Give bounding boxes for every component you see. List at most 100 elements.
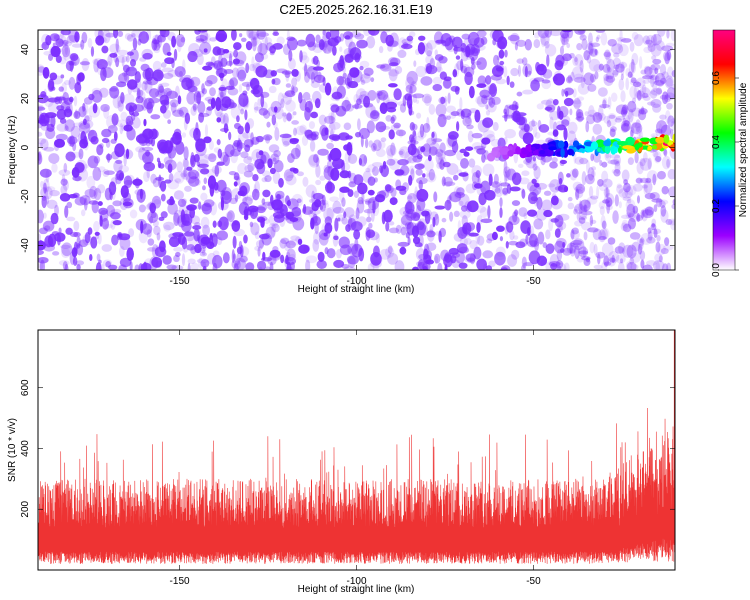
noise-blob	[79, 61, 91, 66]
noise-blob	[214, 164, 220, 177]
noise-blob	[280, 254, 285, 264]
noise-blob	[272, 170, 281, 185]
noise-blob	[324, 247, 329, 255]
noise-blob	[545, 104, 556, 113]
noise-blob	[135, 146, 145, 153]
noise-blob	[209, 233, 213, 247]
noise-blob	[43, 51, 52, 56]
noise-blob	[654, 253, 663, 263]
noise-blob	[284, 90, 296, 98]
noise-blob	[389, 197, 398, 206]
noise-blob	[390, 116, 395, 124]
noise-blob	[105, 32, 115, 38]
noise-blob	[132, 104, 144, 113]
noise-blob	[216, 230, 229, 241]
noise-blob	[620, 109, 627, 116]
noise-blob	[330, 110, 335, 124]
signal-blob	[541, 143, 549, 150]
noise-blob	[434, 231, 442, 236]
noise-blob	[240, 151, 249, 159]
noise-blob	[144, 138, 151, 144]
noise-blob	[516, 58, 524, 64]
noise-blob	[242, 98, 250, 110]
noise-blob	[348, 41, 357, 56]
noise-blob	[61, 248, 71, 259]
noise-blob	[491, 182, 500, 193]
noise-blob	[286, 251, 291, 261]
noise-blob	[641, 92, 649, 99]
noise-blob	[583, 72, 594, 86]
noise-blob	[246, 30, 254, 39]
noise-blob	[317, 251, 325, 263]
noise-blob	[394, 260, 405, 270]
noise-blob	[103, 59, 108, 65]
noise-blob	[52, 251, 60, 256]
noise-blob	[659, 64, 667, 76]
noise-blob	[83, 197, 88, 211]
noise-blob	[567, 202, 575, 210]
noise-blob	[187, 258, 196, 265]
noise-blob	[664, 75, 674, 89]
noise-blob	[38, 66, 46, 73]
noise-blob	[67, 135, 73, 147]
noise-blob	[190, 262, 199, 270]
noise-blob	[522, 262, 534, 267]
noise-blob	[619, 30, 623, 43]
noise-blob	[408, 103, 413, 116]
noise-blob	[153, 46, 161, 54]
noise-blob	[587, 83, 597, 92]
noise-blob	[591, 166, 597, 171]
noise-blob	[161, 62, 167, 68]
noise-blob	[485, 104, 489, 110]
noise-blob	[148, 88, 160, 98]
noise-blob	[41, 41, 50, 50]
noise-blob	[563, 247, 576, 254]
noise-blob	[287, 153, 295, 164]
noise-blob	[342, 72, 347, 79]
noise-blob	[601, 161, 608, 168]
noise-blob	[600, 214, 606, 229]
noise-blob	[450, 111, 460, 117]
noise-blob	[43, 182, 47, 194]
noise-blob	[459, 209, 471, 219]
noise-blob	[249, 221, 254, 228]
noise-blob	[414, 163, 425, 170]
noise-blob	[233, 263, 239, 270]
noise-blob	[432, 83, 443, 92]
noise-blob	[607, 38, 617, 47]
noise-blob	[203, 48, 208, 53]
noise-blob	[616, 36, 627, 42]
noise-blob	[603, 261, 612, 266]
noise-blob	[647, 75, 658, 84]
noise-blob	[203, 177, 208, 185]
noise-blob	[210, 97, 216, 109]
noise-blob	[404, 201, 415, 215]
noise-blob	[382, 160, 387, 170]
noise-blob	[346, 255, 359, 265]
noise-blob	[567, 74, 572, 83]
noise-blob	[147, 202, 153, 210]
noise-blob	[186, 244, 196, 251]
noise-blob	[244, 122, 251, 134]
noise-blob	[199, 168, 210, 175]
noise-blob	[326, 142, 334, 150]
noise-blob	[444, 181, 456, 187]
noise-blob	[647, 231, 653, 241]
noise-blob	[521, 170, 530, 177]
noise-blob	[660, 209, 669, 223]
noise-blob	[465, 230, 475, 238]
noise-blob	[47, 102, 60, 113]
noise-blob	[638, 109, 647, 121]
noise-blob	[181, 253, 186, 267]
noise-blob	[100, 67, 107, 82]
noise-blob	[540, 155, 546, 166]
noise-blob	[485, 265, 493, 270]
noise-blob	[579, 205, 588, 220]
noise-blob	[257, 32, 270, 37]
noise-blob	[353, 174, 364, 186]
noise-blob	[611, 254, 615, 264]
noise-blob	[454, 192, 466, 199]
noise-blob	[97, 232, 102, 245]
noise-blob	[646, 101, 656, 106]
noise-blob	[204, 79, 213, 87]
